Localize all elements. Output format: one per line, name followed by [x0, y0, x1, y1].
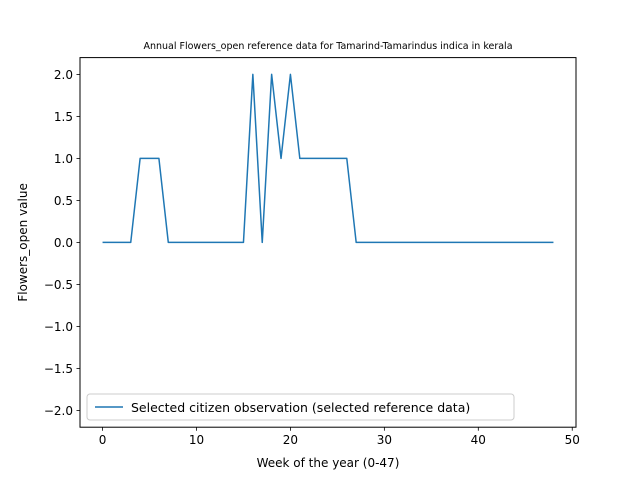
series-line	[102, 73, 554, 244]
legend-box	[86, 393, 515, 421]
x-tick-label: 50	[565, 433, 580, 447]
y-tick-label: 2.0	[54, 68, 73, 82]
series-layer	[102, 73, 554, 244]
legend-label: Selected citizen observation (selected r…	[131, 400, 470, 415]
x-tick-label: 20	[283, 433, 298, 447]
y-axis-label: Flowers_open value	[16, 183, 30, 302]
y-tick-label: 0.0	[54, 236, 73, 250]
legend: Selected citizen observation (selected r…	[86, 393, 515, 421]
x-tick-label: 10	[189, 433, 204, 447]
x-tick-label: 30	[377, 433, 392, 447]
x-axis: 0 10 20 30 40 50	[99, 427, 580, 447]
chart-title: Annual Flowers_open reference data for T…	[143, 41, 512, 52]
y-tick-label: 1.0	[54, 152, 73, 166]
y-axis: −2.0 −1.5 −1.0 −0.5 0.0 0.5 1.0 1.5 2.0	[44, 68, 80, 418]
y-tick-label: −1.5	[44, 362, 73, 376]
x-axis-label: Week of the year (0-47)	[257, 456, 400, 470]
y-tick-label: −0.5	[44, 278, 73, 292]
x-tick-label: 40	[471, 433, 486, 447]
y-tick-label: −2.0	[44, 404, 73, 418]
y-tick-label: −1.0	[44, 320, 73, 334]
y-tick-label: 1.5	[54, 110, 73, 124]
y-tick-label: 0.5	[54, 194, 73, 208]
x-tick-label: 0	[99, 433, 107, 447]
